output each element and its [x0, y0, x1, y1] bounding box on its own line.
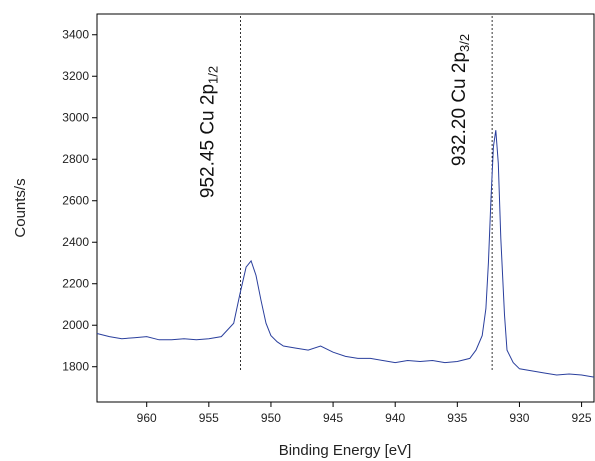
x-tick-label: 940 — [385, 411, 405, 425]
peak-label: 952.45 Cu 2p1/2 — [198, 66, 221, 198]
y-tick-label: 2000 — [62, 318, 89, 332]
peak-labels: 952.45 Cu 2p1/2 932.20 Cu 2p3/2 — [198, 34, 473, 198]
y-tick-label: 3000 — [62, 111, 89, 125]
y-tick-label: 2800 — [62, 152, 89, 166]
y-tick-label: 1800 — [62, 360, 89, 374]
y-axis: 1800 2000 2200 2400 2600 2800 3000 3200 3400 — [62, 28, 97, 374]
peak-marker-lines — [240, 16, 493, 370]
x-axis: 960 955 950 945 940 935 930 925 — [137, 402, 592, 425]
y-tick-label: 3400 — [62, 28, 89, 42]
peak-label: 932.20 Cu 2p3/2 — [449, 34, 472, 166]
x-tick-label: 945 — [323, 411, 343, 425]
y-tick-label: 2400 — [62, 235, 89, 249]
y-tick-label: 3200 — [62, 69, 89, 83]
plot-frame — [96, 13, 595, 403]
y-axis-title: Counts/s — [12, 178, 29, 237]
x-tick-label: 955 — [199, 411, 219, 425]
x-tick-label: 925 — [572, 411, 592, 425]
y-tick-label: 2200 — [62, 277, 89, 291]
x-tick-label: 950 — [261, 411, 281, 425]
x-axis-title: Binding Energy [eV] — [279, 442, 412, 459]
spectrum-line — [96, 130, 595, 378]
x-tick-label: 930 — [509, 411, 529, 425]
x-tick-label: 960 — [137, 411, 157, 425]
x-tick-label: 935 — [447, 411, 467, 425]
y-tick-label: 2600 — [62, 194, 89, 208]
